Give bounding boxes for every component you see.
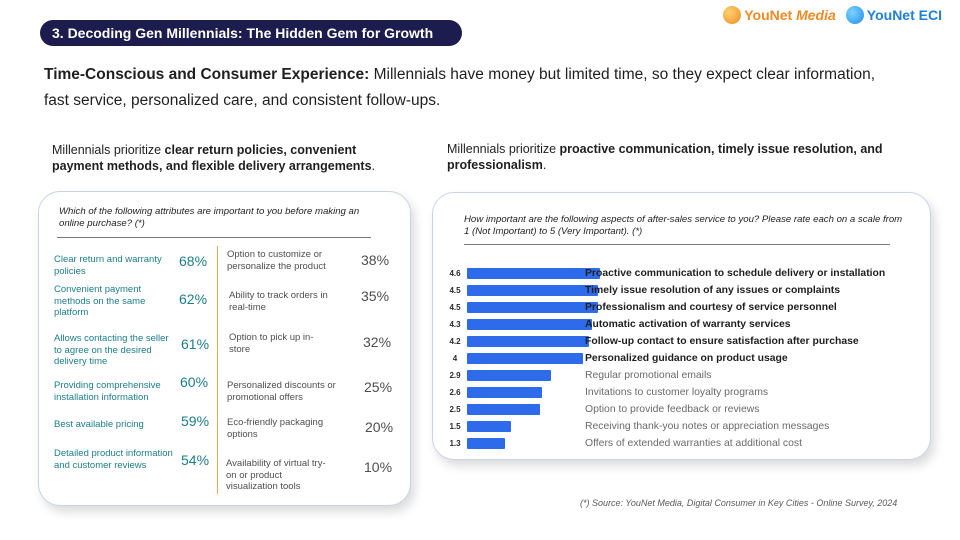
younet-eci-mark-icon [845, 6, 864, 24]
attribute-label: Option to customize or personalize the p… [227, 249, 326, 272]
attribute-label: Convenient payment methods on the same p… [54, 284, 146, 318]
younet-media-logo: YouNet Media [723, 6, 836, 24]
bar-value-label: 4.5 [449, 286, 461, 295]
intro-body: Millennials have money but limited time,… [44, 66, 875, 109]
bar-category-label: Invitations to customer loyalty programs [585, 387, 769, 398]
bar-category-label: Automatic activation of warranty service… [585, 319, 791, 330]
purchase-attributes-question: Which of the following attributes are im… [59, 206, 360, 229]
attribute-percent: 60% [180, 374, 209, 390]
bar-value-label: 4.2 [449, 337, 461, 346]
bar-category-label: Option to provide feedback or reviews [585, 404, 760, 415]
bar-category-label: Offers of extended warranties at additio… [585, 438, 802, 449]
bar [467, 302, 598, 313]
bar-value-label: 4 [452, 354, 458, 363]
attribute-label: Ability to track orders in real-time [229, 290, 328, 313]
bar [467, 336, 589, 347]
bar [467, 404, 540, 415]
question-divider [464, 244, 890, 245]
bar-category-label: Regular promotional emails [585, 370, 712, 381]
younet-media-logo-text: YouNet Media [744, 7, 836, 23]
bar [467, 268, 601, 279]
bar-category-label: Receiving thank-you notes or appreciatio… [585, 421, 830, 432]
bar-value-label: 2.9 [449, 371, 461, 380]
after-sales-question: How important are the following aspects … [464, 214, 903, 237]
bar-category-label: Professionalism and courtesy of service … [585, 302, 837, 313]
logo-group: YouNet Media YouNet ECI [723, 6, 942, 24]
attribute-percent: 25% [364, 379, 393, 395]
bar-value-label: 2.6 [449, 388, 461, 397]
attribute-label: Eco-friendly packaging options [227, 417, 324, 440]
bar-row: 1.3 Offers of extended warranties at addi… [433, 436, 932, 452]
bar-row: 4 Personalized guidance on product usage [433, 351, 932, 367]
bar-value-label: 4.5 [449, 303, 461, 312]
attribute-percent: 59% [181, 413, 210, 429]
bar-row: 4.2 Follow-up contact to ensure satisfact… [433, 334, 932, 350]
attribute-percent: 68% [179, 253, 208, 269]
bar-category-label: Timely issue resolution of any issues or… [585, 285, 841, 296]
bar-value-label: 1.3 [449, 439, 461, 448]
attribute-percent: 10% [364, 459, 393, 475]
attribute-percent: 32% [363, 334, 392, 350]
bar-category-label: Personalized guidance on product usage [585, 353, 788, 364]
younet-media-mark-icon [723, 6, 742, 24]
bar-category-label: Follow-up contact to ensure satisfaction… [585, 336, 859, 347]
younet-eci-logo: YouNet ECI [845, 6, 942, 24]
bar [467, 353, 583, 364]
source-footnote: (*) Source: YouNet Media, Digital Consum… [580, 498, 898, 508]
bar-row: 1.5 Receiving thank-you notes or apprecia… [433, 419, 932, 435]
attribute-label: Providing comprehensive installation inf… [54, 380, 161, 403]
attribute-percent: 38% [361, 252, 390, 268]
attribute-label: Availability of virtual try-on or produc… [226, 458, 326, 492]
attribute-percent: 62% [179, 291, 208, 307]
bar [467, 370, 552, 381]
attribute-label: Personalized discounts or promotional of… [227, 380, 336, 403]
right-caption: Millennials prioritize proactive communi… [447, 142, 883, 172]
attribute-label: Allows contacting the seller to agree on… [54, 333, 169, 367]
column-divider [217, 246, 218, 494]
intro-paragraph: Time-Conscious and Consumer Experience: … [44, 62, 884, 114]
bar-row: 2.5 Option to provide feedback or reviews [433, 402, 932, 418]
bar [467, 285, 598, 296]
bar-category-label: Proactive communication to schedule deli… [585, 268, 886, 279]
purchase-attributes-card: Which of the following attributes are im… [38, 191, 411, 506]
left-caption: Millennials prioritize clear return poli… [52, 143, 376, 173]
bar [467, 438, 505, 449]
bar-value-label: 2.5 [449, 405, 461, 414]
bar-row: 2.6 Invitations to customer loyalty progr… [433, 385, 932, 401]
bar-value-label: 4.3 [449, 320, 461, 329]
bar-value-label: 1.5 [449, 422, 461, 431]
attribute-label: Option to pick up in-store [229, 332, 314, 355]
intro-lead: Time-Conscious and Consumer Experience: [44, 66, 370, 83]
bar-row: 4.3 Automatic activation of warranty serv… [433, 317, 932, 333]
attribute-percent: 35% [361, 288, 390, 304]
section-title: 3. Decoding Gen Millennials: The Hidden … [40, 20, 462, 46]
attribute-label: Best available pricing [54, 419, 144, 430]
bar-row: 4.6 Proactive communication to schedule d… [433, 266, 932, 282]
question-divider [57, 237, 371, 238]
attribute-percent: 20% [365, 419, 394, 435]
bar-row: 2.9 Regular promotional emails [433, 368, 932, 384]
bar [467, 319, 592, 330]
bar-row: 4.5 Professionalism and courtesy of servi… [433, 300, 932, 316]
after-sales-card: How important are the following aspects … [432, 192, 931, 460]
attribute-label: Detailed product information and custome… [54, 448, 173, 471]
younet-eci-logo-text: YouNet ECI [866, 7, 942, 23]
attribute-label: Clear return and warranty policies [54, 254, 162, 277]
attribute-percent: 61% [181, 336, 210, 352]
bar [467, 387, 543, 398]
bar-row: 4.5 Timely issue resolution of any issues… [433, 283, 932, 299]
attribute-percent: 54% [181, 452, 210, 468]
bar [467, 421, 511, 432]
bar-value-label: 4.6 [449, 269, 461, 278]
